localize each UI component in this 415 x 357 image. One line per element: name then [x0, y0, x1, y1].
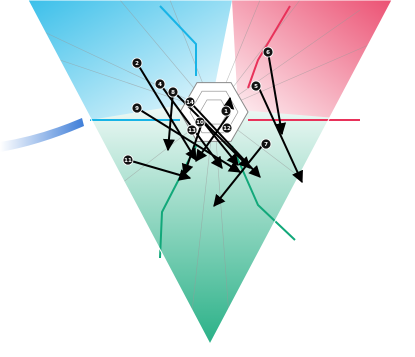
guide-line — [213, 39, 381, 113]
transition-arrow — [136, 107, 242, 173]
region-boundary — [247, 5, 291, 89]
node-label: 14 — [186, 100, 194, 106]
transition-arrow — [199, 117, 239, 166]
node-marker — [220, 105, 232, 117]
swoosh-decoration — [0, 118, 84, 152]
guide-line — [189, 111, 215, 331]
node-1: 1 — [220, 105, 232, 117]
node-label: 4 — [158, 82, 162, 88]
node-label: 6 — [266, 50, 270, 56]
node-marker — [221, 122, 233, 134]
node-label: 13 — [188, 128, 196, 134]
node-marker — [250, 80, 262, 92]
node-marker — [186, 124, 198, 136]
node-marker — [194, 116, 206, 128]
node-6: 6 — [262, 46, 274, 58]
node-11: 11 — [122, 154, 134, 166]
node-marker — [122, 154, 134, 166]
transition-arrow — [162, 91, 175, 152]
node-marker — [131, 57, 143, 69]
node-marker — [260, 138, 272, 150]
red-region — [232, 0, 392, 120]
node-8: 8 — [167, 86, 179, 98]
node-4: 4 — [154, 78, 166, 90]
node-label: 1 — [224, 109, 228, 115]
blue-region — [28, 0, 232, 120]
node-label: 7 — [264, 142, 268, 148]
decor-layer — [0, 118, 84, 152]
transition-arrow — [195, 112, 231, 162]
node-label: 11 — [124, 158, 132, 164]
node-10: 10 — [194, 116, 206, 128]
guide-line — [39, 29, 215, 113]
node-label: 9 — [135, 106, 139, 112]
node-label: 12 — [223, 126, 231, 132]
region-boundary — [159, 5, 197, 76]
node-2: 2 — [131, 57, 143, 69]
transition-arrow — [213, 145, 263, 207]
transition-arrow — [267, 51, 287, 136]
node-label: 10 — [196, 120, 204, 126]
transition-arrow — [136, 62, 197, 162]
node-12: 12 — [221, 122, 233, 134]
node-marker — [154, 78, 166, 90]
node-5: 5 — [250, 80, 262, 92]
node-label: 8 — [171, 90, 175, 96]
node-7: 7 — [260, 138, 272, 150]
node-9: 9 — [131, 102, 143, 114]
node-label: 2 — [135, 61, 139, 67]
node-marker — [131, 102, 143, 114]
guide-line — [213, 111, 231, 331]
transition-arrow — [127, 159, 192, 181]
node-marker — [184, 96, 196, 108]
transition-arrow — [181, 122, 203, 177]
node-14: 14 — [184, 96, 196, 108]
node-marker — [167, 86, 179, 98]
node-label: 5 — [254, 84, 258, 90]
node-13: 13 — [186, 124, 198, 136]
node-marker — [262, 46, 274, 58]
